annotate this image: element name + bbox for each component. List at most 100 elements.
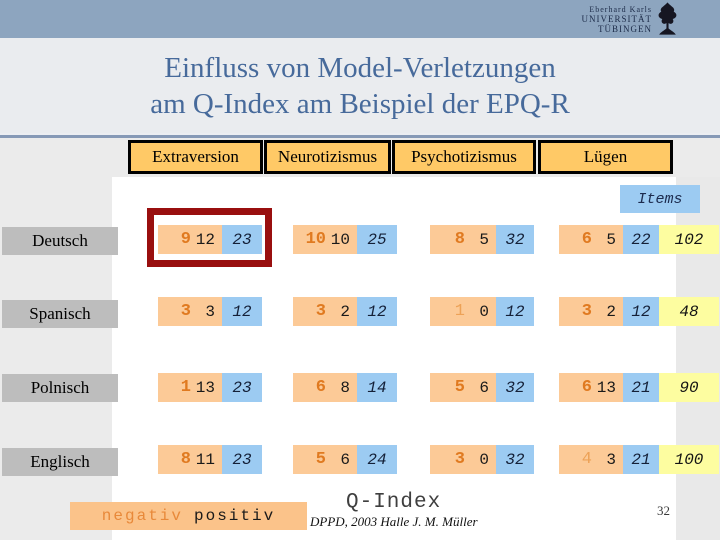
negative-count: 1 bbox=[454, 302, 465, 321]
items-column-label: Items bbox=[620, 185, 700, 213]
slide-title-line-2: am Q-Index am Beispiel der EPQ-R bbox=[150, 87, 570, 120]
violation-counts: 8 5 bbox=[430, 225, 496, 254]
positive-count: 8 bbox=[340, 378, 350, 397]
cell-englisch-extraversion: 8 11 23 bbox=[158, 445, 262, 474]
cell-englisch-neurotizismus: 5 6 24 bbox=[293, 445, 397, 474]
column-header-luegen: Lügen bbox=[538, 140, 673, 174]
negative-count: 3 bbox=[180, 302, 191, 321]
violation-counts: 8 11 bbox=[158, 445, 222, 474]
legend-negativ-positiv: negativ positiv bbox=[70, 502, 307, 530]
slide-title-area: Einfluss von Model-Verletzungen am Q-Ind… bbox=[0, 38, 720, 133]
cell-spanisch-luegen: 3 2 12 48 bbox=[559, 297, 719, 326]
cell-deutsch-psychotizismus: 8 5 32 bbox=[430, 225, 534, 254]
logo-line: Eberhard Karls bbox=[589, 5, 652, 14]
items-count: 12 bbox=[623, 297, 659, 326]
items-count: 21 bbox=[623, 445, 659, 474]
row-label-deutsch: Deutsch bbox=[2, 227, 118, 255]
positive-count: 2 bbox=[340, 302, 350, 321]
negative-count: 9 bbox=[180, 230, 191, 249]
legend-positiv-label: positiv bbox=[194, 507, 276, 525]
violation-counts: 6 13 bbox=[559, 373, 623, 402]
cell-spanisch-extraversion: 3 3 12 bbox=[158, 297, 262, 326]
positive-count: 11 bbox=[195, 450, 215, 469]
items-count: 12 bbox=[357, 297, 397, 326]
violation-counts: 6 8 bbox=[293, 373, 357, 402]
positive-count: 3 bbox=[606, 450, 616, 469]
positive-count: 13 bbox=[195, 378, 215, 397]
items-count: 23 bbox=[222, 225, 262, 254]
negative-count: 5 bbox=[315, 450, 326, 469]
violation-counts: 1 0 bbox=[430, 297, 496, 326]
items-count: 12 bbox=[222, 297, 262, 326]
violation-counts: 6 5 bbox=[559, 225, 623, 254]
column-header-neurotizismus: Neurotizismus bbox=[264, 140, 391, 174]
positive-count: 10 bbox=[330, 230, 350, 249]
violation-counts: 3 3 bbox=[158, 297, 222, 326]
items-count: 32 bbox=[496, 373, 534, 402]
cell-polnisch-psychotizismus: 5 6 32 bbox=[430, 373, 534, 402]
violation-counts: 5 6 bbox=[293, 445, 357, 474]
row-label-polnisch: Polnisch bbox=[2, 374, 118, 402]
cell-englisch-luegen: 4 3 21 100 bbox=[559, 445, 719, 474]
column-header-psychotizismus: Psychotizismus bbox=[392, 140, 536, 174]
q-index-axis-label: Q-Index bbox=[346, 491, 442, 514]
negative-count: 6 bbox=[315, 378, 326, 397]
negative-count: 6 bbox=[581, 378, 592, 397]
negative-count: 3 bbox=[454, 450, 465, 469]
positive-count: 0 bbox=[479, 450, 489, 469]
logo-line: TÜBINGEN bbox=[598, 23, 652, 34]
items-count: 23 bbox=[222, 373, 262, 402]
page-number: 32 bbox=[657, 503, 670, 518]
positive-count: 13 bbox=[596, 378, 616, 397]
negative-count: 3 bbox=[581, 302, 592, 321]
negative-count: 6 bbox=[581, 230, 592, 249]
total-items-count: 102 bbox=[659, 225, 719, 254]
cell-deutsch-luegen: 6 5 22 102 bbox=[559, 225, 719, 254]
total-items-count: 48 bbox=[659, 297, 719, 326]
items-count: 32 bbox=[496, 445, 534, 474]
items-count: 24 bbox=[357, 445, 397, 474]
violation-counts: 9 12 bbox=[158, 225, 222, 254]
cell-polnisch-neurotizismus: 6 8 14 bbox=[293, 373, 397, 402]
row-label-englisch: Englisch bbox=[2, 448, 118, 476]
items-count: 32 bbox=[496, 225, 534, 254]
violation-counts: 1 13 bbox=[158, 373, 222, 402]
violation-counts: 3 2 bbox=[559, 297, 623, 326]
negative-count: 3 bbox=[315, 302, 326, 321]
cell-deutsch-neurotizismus: 10 10 25 bbox=[293, 225, 397, 254]
university-logo-text: Eberhard Karls UNIVERSITÄT TÜBINGEN bbox=[581, 5, 653, 35]
negative-count: 1 bbox=[180, 378, 191, 397]
logo-line: UNIVERSITÄT bbox=[581, 13, 652, 24]
positive-count: 12 bbox=[195, 230, 215, 249]
positive-count: 0 bbox=[479, 302, 489, 321]
row-label-spanisch: Spanisch bbox=[2, 300, 118, 328]
items-count: 23 bbox=[222, 445, 262, 474]
cell-polnisch-luegen: 6 13 21 90 bbox=[559, 373, 719, 402]
slide-title-line-1: Einfluss von Model-Verletzungen bbox=[164, 51, 556, 84]
items-count: 25 bbox=[357, 225, 397, 254]
negative-count: 5 bbox=[454, 378, 465, 397]
violation-counts: 4 3 bbox=[559, 445, 623, 474]
items-count: 22 bbox=[623, 225, 659, 254]
violation-counts: 5 6 bbox=[430, 373, 496, 402]
university-tree-logo-icon bbox=[658, 2, 677, 35]
cell-englisch-psychotizismus: 3 0 32 bbox=[430, 445, 534, 474]
title-divider bbox=[0, 133, 720, 138]
violation-counts: 3 0 bbox=[430, 445, 496, 474]
positive-count: 5 bbox=[479, 230, 489, 249]
negative-count: 8 bbox=[180, 450, 191, 469]
negative-count: 4 bbox=[581, 450, 592, 469]
column-header-extraversion: Extraversion bbox=[128, 140, 263, 174]
items-count: 14 bbox=[357, 373, 397, 402]
footer-credit: DPPD, 2003 Halle J. M. Müller bbox=[310, 514, 478, 529]
items-count: 21 bbox=[623, 373, 659, 402]
legend-negativ-label: negativ bbox=[101, 507, 183, 525]
negative-count: 8 bbox=[454, 230, 465, 249]
top-banner: Eberhard Karls UNIVERSITÄT TÜBINGEN bbox=[0, 0, 720, 38]
total-items-count: 100 bbox=[659, 445, 719, 474]
positive-count: 2 bbox=[606, 302, 616, 321]
items-count: 12 bbox=[496, 297, 534, 326]
cell-deutsch-extraversion: 9 12 23 bbox=[158, 225, 262, 254]
positive-count: 6 bbox=[479, 378, 489, 397]
